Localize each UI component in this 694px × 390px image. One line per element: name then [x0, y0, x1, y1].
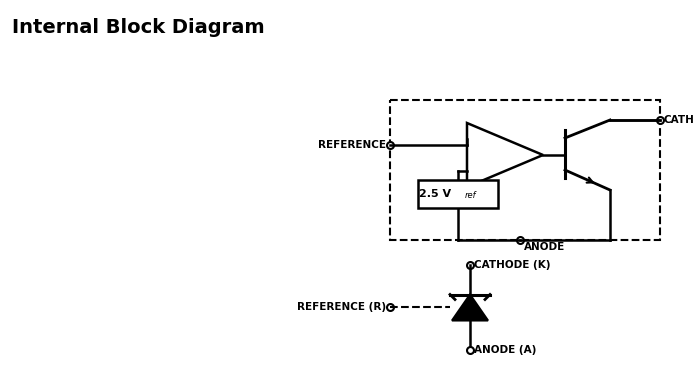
Text: ref: ref: [464, 191, 476, 200]
Text: ANODE: ANODE: [524, 242, 565, 252]
Bar: [418, 180, 498, 208]
Text: REFERENCE: REFERENCE: [318, 140, 386, 150]
Text: ANODE (A): ANODE (A): [474, 345, 536, 355]
Text: Internal Block Diagram: Internal Block Diagram: [12, 18, 264, 37]
Text: 2.5 V: 2.5 V: [419, 189, 452, 199]
Text: CATH: CATH: [664, 115, 694, 125]
Text: CATHODE (K): CATHODE (K): [474, 260, 550, 270]
Polygon shape: [452, 294, 488, 321]
Text: REFERENCE (R): REFERENCE (R): [297, 302, 386, 312]
